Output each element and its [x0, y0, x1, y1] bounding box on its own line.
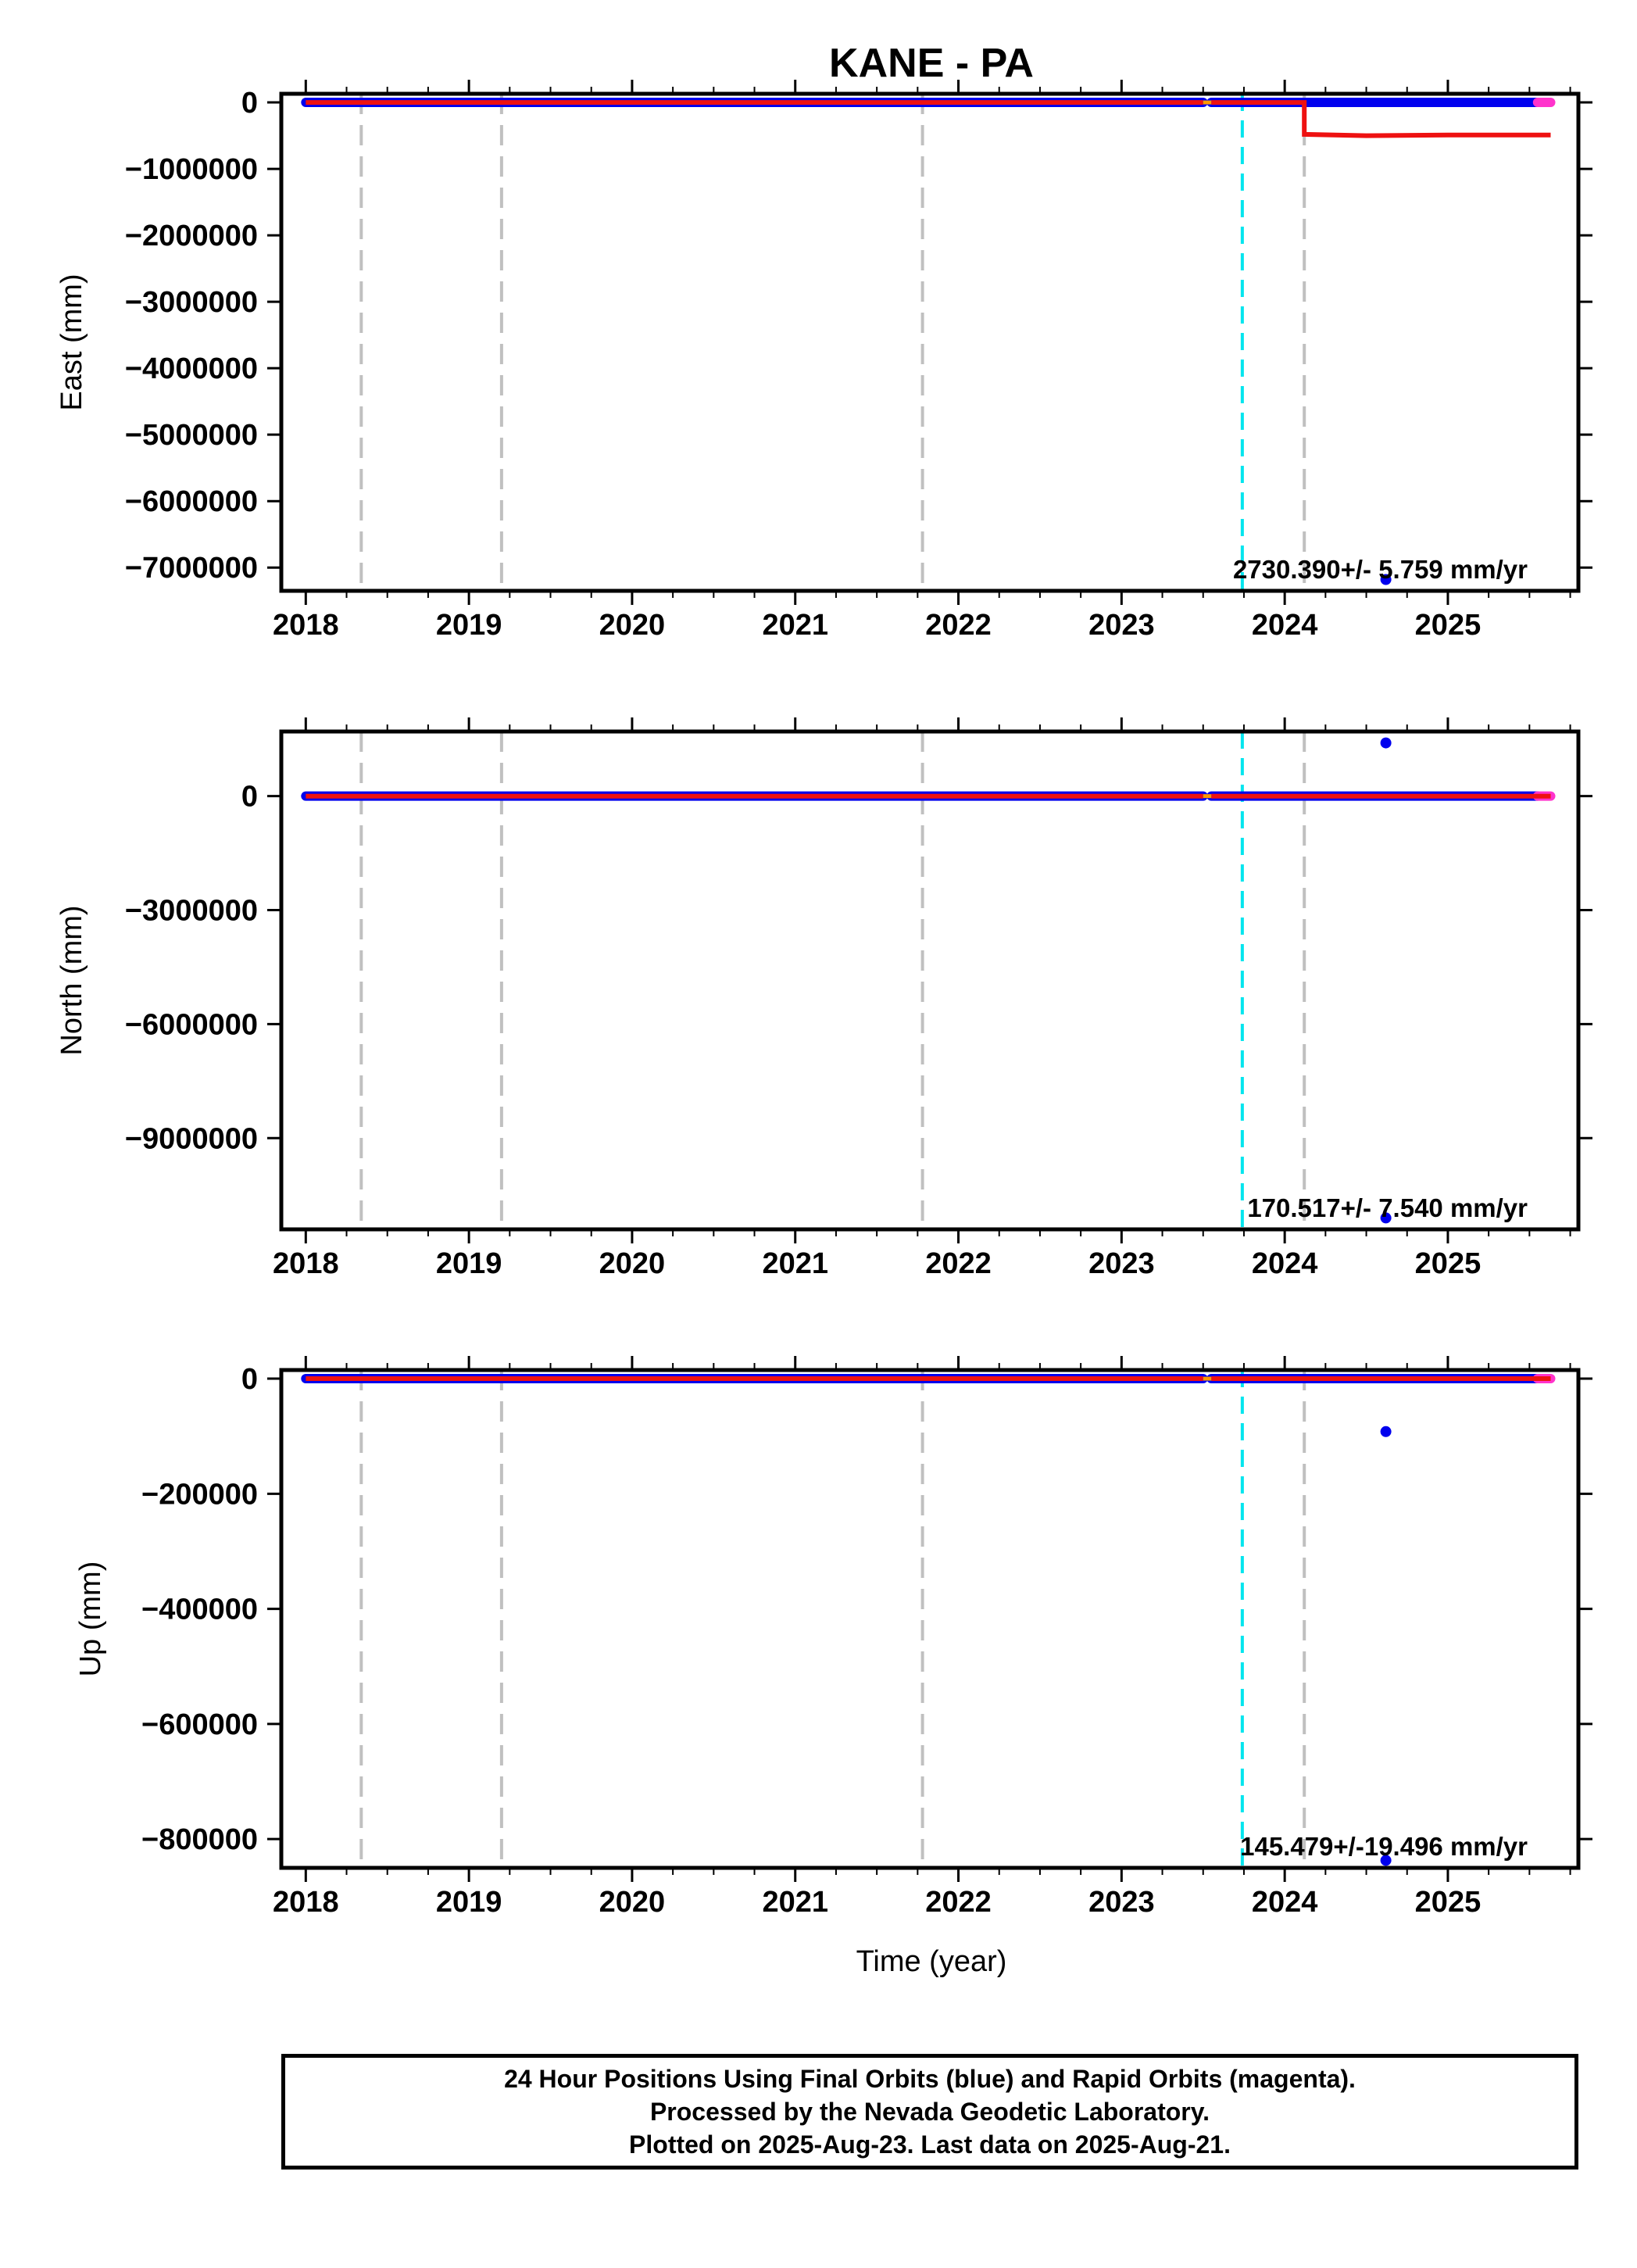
up-y-tick-label: 0: [241, 1363, 258, 1396]
north-x-tick-label: 2022: [925, 1247, 992, 1280]
north-x-tick-label: 2023: [1088, 1247, 1155, 1280]
east-rate-label: 2730.390+/- 5.759 mm/yr: [1233, 555, 1528, 584]
east-y-tick-label: −4000000: [125, 352, 258, 385]
footer-line-2: Processed by the Nevada Geodetic Laborat…: [649, 2098, 1210, 2126]
up-y-tick-label: −600000: [141, 1708, 258, 1741]
up-x-tick-label: 2019: [436, 1886, 502, 1919]
north-x-tick-label: 2021: [762, 1247, 828, 1280]
up-panel: 2018 2019 2020 2021 2022 2023 2024 2025 0 −200000…: [74, 1356, 1592, 1919]
up-y-axis-label: Up (mm): [74, 1561, 107, 1677]
north-outlier-point: [1380, 737, 1392, 749]
east-x-tick-label: 2025: [1415, 609, 1482, 642]
east-y-axis-label: East (mm): [55, 274, 88, 410]
east-x-tick-label: 2021: [762, 609, 828, 642]
up-x-tick-label: 2025: [1415, 1886, 1482, 1919]
east-outlier-point: [1380, 574, 1392, 585]
east-y-tick-label: −7000000: [125, 552, 258, 585]
north-y-tick-label: −6000000: [125, 1008, 258, 1041]
east-y-tick-label: 0: [241, 87, 258, 120]
footer-line-1: 24 Hour Positions Using Final Orbits (bl…: [504, 2065, 1356, 2093]
east-x-tick-label: 2022: [925, 609, 992, 642]
north-x-tick-label: 2019: [436, 1247, 502, 1280]
east-x-tick-label: 2019: [436, 609, 502, 642]
north-panel: 2018 2019 2020 2021 2022 2023 2024 2025 0 −300000…: [55, 717, 1592, 1280]
up-x-tick-label: 2024: [1252, 1886, 1318, 1919]
north-y-tick-label: −3000000: [125, 895, 258, 928]
up-y-tick-label: −800000: [141, 1823, 258, 1856]
east-model-line: [1211, 100, 1551, 138]
east-y-tick-label: −5000000: [125, 419, 258, 452]
north-x-tick-label: 2024: [1252, 1247, 1318, 1280]
east-panel: 2018 2019 2020 2021 2022 2023 2024 2025 0 −100000…: [55, 80, 1592, 642]
north-y-axis-label: North (mm): [55, 905, 88, 1055]
east-x-tick-label: 2023: [1088, 609, 1155, 642]
footer-line-3: Plotted on 2025-Aug-23. Last data on 202…: [629, 2130, 1231, 2159]
up-outlier-point: [1380, 1426, 1392, 1437]
up-rate-label: 145.479+/-19.496 mm/yr: [1240, 1832, 1528, 1861]
north-x-tick-label: 2020: [599, 1247, 666, 1280]
up-outlier-point: [1380, 1855, 1392, 1866]
north-y-tick-label: 0: [241, 781, 258, 814]
up-y-tick-label: −200000: [141, 1478, 258, 1511]
east-y-tick-label: −1000000: [125, 153, 258, 186]
x-axis-label: Time (year): [856, 1945, 1007, 1978]
east-x-tick-label: 2020: [599, 609, 666, 642]
north-plot-frame: [279, 729, 1581, 1232]
north-y-tick-label: −9000000: [125, 1122, 258, 1155]
chart-panels: 2018 2019 2020 2021 2022 2023 2024 2025 0 −100000…: [55, 80, 1592, 1919]
up-x-tick-label: 2020: [599, 1886, 666, 1919]
chart-title: KANE - PA: [829, 41, 1034, 86]
east-plot-frame: [279, 91, 1581, 593]
footer-box: 24 Hour Positions Using Final Orbits (bl…: [281, 2054, 1578, 2170]
up-x-tick-label: 2021: [762, 1886, 828, 1919]
up-x-tick-label: 2022: [925, 1886, 992, 1919]
east-x-tick-label: 2018: [273, 609, 339, 642]
north-rate-label: 170.517+/- 7.540 mm/yr: [1247, 1193, 1528, 1222]
up-x-tick-label: 2018: [273, 1886, 339, 1919]
up-plot-frame: [279, 1368, 1581, 1870]
north-outlier-point: [1380, 1212, 1392, 1224]
east-y-tick-label: −3000000: [125, 286, 258, 319]
east-y-tick-label: −6000000: [125, 485, 258, 518]
north-x-tick-label: 2018: [273, 1247, 339, 1280]
up-x-tick-label: 2023: [1088, 1886, 1155, 1919]
up-y-tick-label: −400000: [141, 1594, 258, 1626]
north-x-tick-label: 2025: [1415, 1247, 1482, 1280]
east-y-tick-label: −2000000: [125, 220, 258, 252]
east-x-tick-label: 2024: [1252, 609, 1318, 642]
